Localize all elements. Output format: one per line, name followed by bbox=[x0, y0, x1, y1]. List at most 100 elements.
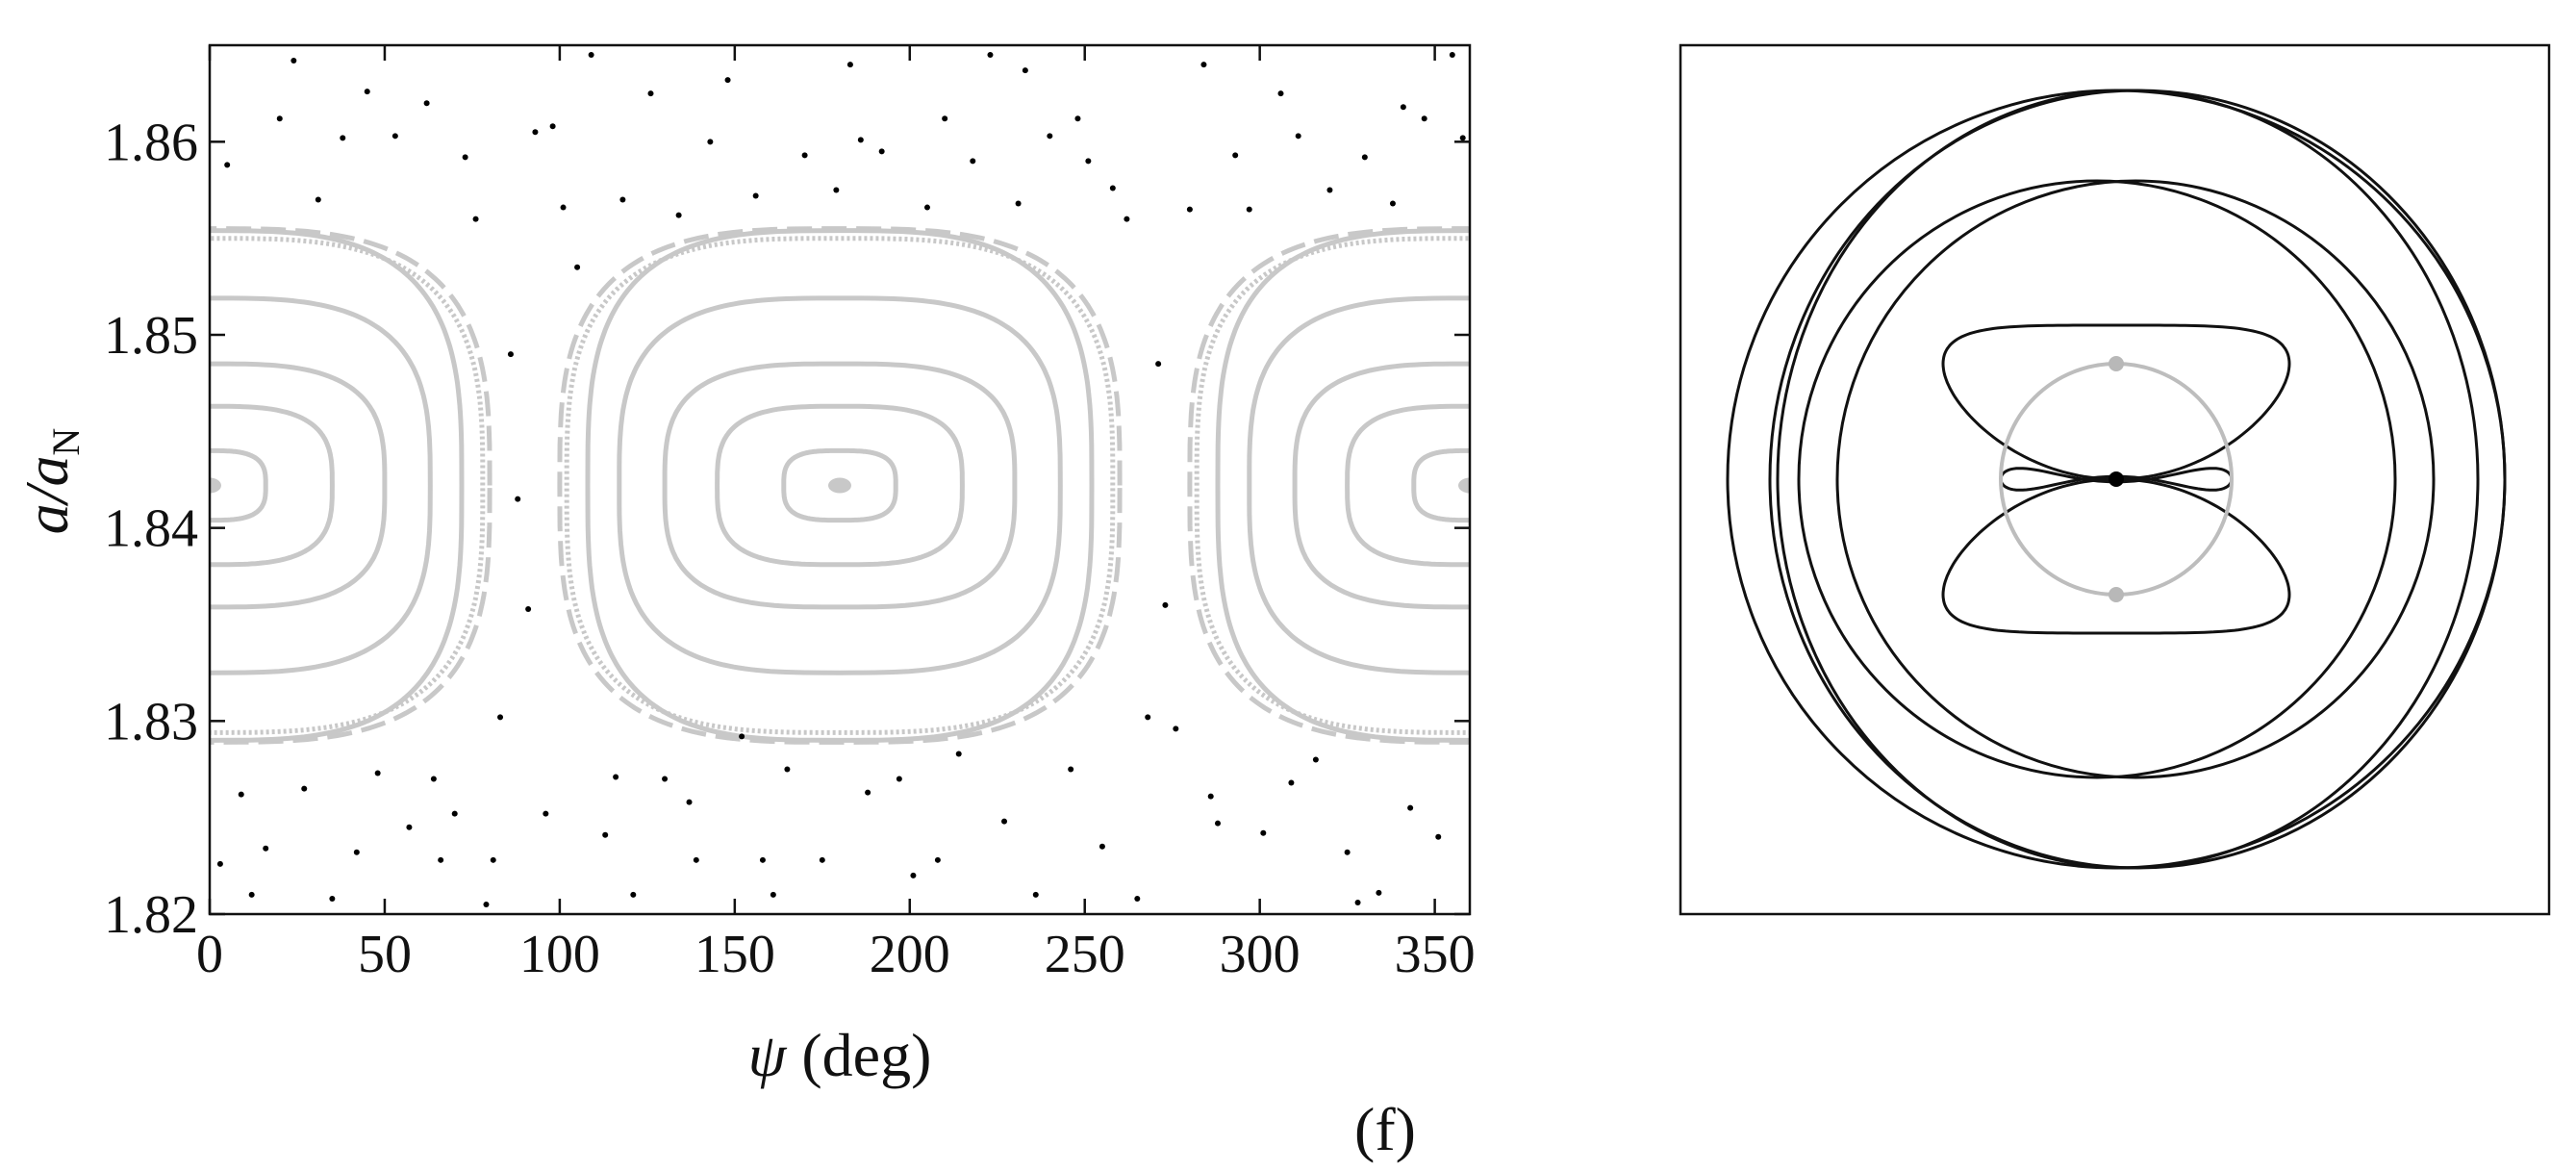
chaotic-orbit-point bbox=[1109, 185, 1116, 191]
chaotic-orbit-point bbox=[472, 216, 479, 222]
chaotic-orbit-point bbox=[1421, 115, 1427, 122]
chaotic-orbit-point bbox=[1400, 104, 1406, 111]
chaotic-orbit-point bbox=[507, 351, 514, 358]
top-grey-marker bbox=[2109, 356, 2124, 371]
chaotic-orbit-point bbox=[1099, 843, 1105, 850]
libration-curve bbox=[1411, 447, 1470, 523]
chaotic-orbit-point bbox=[1361, 154, 1368, 161]
chaotic-orbit-point bbox=[1068, 766, 1074, 773]
bottom-grey-marker bbox=[2109, 587, 2124, 602]
chaotic-orbit-point bbox=[1015, 200, 1022, 207]
chaotic-orbit-point bbox=[406, 824, 413, 830]
libration-curve bbox=[1215, 228, 1470, 743]
chaotic-orbit-point bbox=[1295, 133, 1301, 140]
chaotic-orbit-point bbox=[1215, 820, 1221, 827]
chaotic-orbit-point bbox=[1376, 889, 1382, 896]
fixed-point-marker bbox=[210, 477, 221, 494]
chaotic-orbit-point bbox=[301, 785, 308, 792]
y-tick-label: 1.85 bbox=[104, 306, 198, 366]
fixed-point-marker bbox=[828, 477, 851, 494]
libration-curve bbox=[781, 447, 898, 523]
x-axis-ticks: 0 50 100 150 200 250 300 350 bbox=[196, 45, 1476, 984]
x-tick-label: 100 bbox=[519, 925, 600, 984]
plot-area bbox=[210, 52, 1470, 907]
chaotic-orbit-point bbox=[263, 845, 269, 852]
chaotic-orbit-point bbox=[613, 774, 619, 780]
chaotic-orbit-point bbox=[1435, 833, 1442, 840]
libration-curve bbox=[1345, 403, 1470, 568]
outer-orbit-inner bbox=[1776, 89, 2480, 870]
chaotic-orbit-point bbox=[1407, 804, 1414, 811]
chaotic-orbit-point bbox=[801, 152, 808, 159]
chaotic-orbit-point bbox=[1288, 779, 1295, 786]
chaotic-orbit-point bbox=[1260, 829, 1267, 836]
orbit-content bbox=[1726, 89, 2507, 870]
x-tick-label: 350 bbox=[1395, 925, 1476, 984]
chaotic-orbit-point bbox=[1145, 714, 1151, 721]
chaotic-orbit-point bbox=[1173, 726, 1179, 732]
chaotic-orbit-point bbox=[1032, 891, 1039, 898]
phase-portrait-panel: 0 50 100 150 200 250 300 350 1.821.831.841.851.… bbox=[13, 43, 1476, 1089]
libration-curve bbox=[210, 361, 388, 610]
chaotic-orbit-point bbox=[1001, 818, 1008, 825]
chaotic-orbit-point bbox=[1074, 115, 1081, 122]
chaotic-orbit-point bbox=[391, 133, 398, 140]
inner-lower-lobe bbox=[1941, 477, 2291, 635]
chaotic-orbit-point bbox=[1085, 158, 1092, 165]
chaotic-orbit-point bbox=[770, 891, 776, 898]
chaotic-orbit-point bbox=[1124, 216, 1130, 222]
x-tick-label: 150 bbox=[695, 925, 775, 984]
libration-curve bbox=[210, 447, 268, 523]
libration-curve bbox=[1292, 361, 1470, 610]
chaotic-orbit-point bbox=[532, 129, 539, 136]
chaotic-orbit-point bbox=[515, 496, 521, 502]
x-tick-label: 250 bbox=[1045, 925, 1125, 984]
chaotic-orbit-point bbox=[497, 714, 504, 721]
x-axis-symbol: ψ bbox=[748, 1021, 788, 1089]
chaotic-orbit-point bbox=[1246, 206, 1252, 213]
libration-curve bbox=[210, 403, 335, 568]
libration-curve bbox=[662, 361, 1018, 610]
chaotic-orbit-point bbox=[329, 895, 336, 902]
chaotic-orbit-point bbox=[315, 196, 321, 203]
y-tick-label: 1.82 bbox=[104, 885, 198, 945]
chaotic-orbit-point bbox=[1022, 67, 1028, 74]
libration-curve bbox=[1247, 295, 1470, 675]
x-tick-label: 200 bbox=[870, 925, 950, 984]
chaotic-orbit-point bbox=[248, 891, 255, 898]
chaotic-orbit-point bbox=[374, 770, 381, 776]
chaotic-orbit-point bbox=[438, 856, 444, 863]
chaotic-orbit-point bbox=[686, 799, 693, 805]
chaotic-orbit-point bbox=[846, 62, 853, 68]
chaotic-orbit-point bbox=[1047, 133, 1053, 140]
chaotic-orbit-point bbox=[784, 766, 791, 773]
libration-curve bbox=[715, 403, 965, 568]
separatrix-dashed-curve bbox=[557, 226, 1123, 745]
chaotic-orbit-point bbox=[1326, 187, 1333, 193]
chaotic-orbit-point bbox=[1207, 793, 1214, 800]
chaotic-orbit-point bbox=[549, 123, 556, 130]
chaotic-orbit-point bbox=[490, 856, 496, 863]
chaotic-orbit-point bbox=[364, 89, 370, 95]
chaotic-orbit-point bbox=[1354, 899, 1361, 905]
fixed-point-marker bbox=[1458, 477, 1470, 494]
chaotic-orbit-point bbox=[896, 776, 902, 782]
chaotic-orbit-point bbox=[619, 196, 626, 203]
x-tick-label: 300 bbox=[1220, 925, 1301, 984]
y-axis-title-main: a/a bbox=[13, 456, 81, 535]
chaotic-orbit-point bbox=[693, 856, 699, 863]
chaotic-orbit-point bbox=[707, 139, 714, 145]
chaotic-orbit-point bbox=[525, 605, 532, 612]
y-axis-ticks: 1.82 1.83 1.84 1.85 1.86 bbox=[104, 113, 1470, 945]
chaotic-orbit-point bbox=[647, 90, 654, 97]
chaotic-orbit-point bbox=[910, 872, 917, 878]
chaotic-orbit-point bbox=[987, 52, 994, 59]
y-tick-label: 1.84 bbox=[104, 499, 198, 559]
middle-orbit-circle-shifted bbox=[1835, 179, 2436, 779]
chaotic-orbit-point bbox=[423, 100, 430, 107]
x-tick-label: 50 bbox=[358, 925, 412, 984]
chaotic-orbit-point bbox=[1162, 601, 1169, 608]
inner-upper-lobe bbox=[1941, 323, 2291, 481]
chaotic-orbit-point bbox=[833, 187, 840, 193]
chaotic-orbit-point bbox=[675, 212, 682, 218]
